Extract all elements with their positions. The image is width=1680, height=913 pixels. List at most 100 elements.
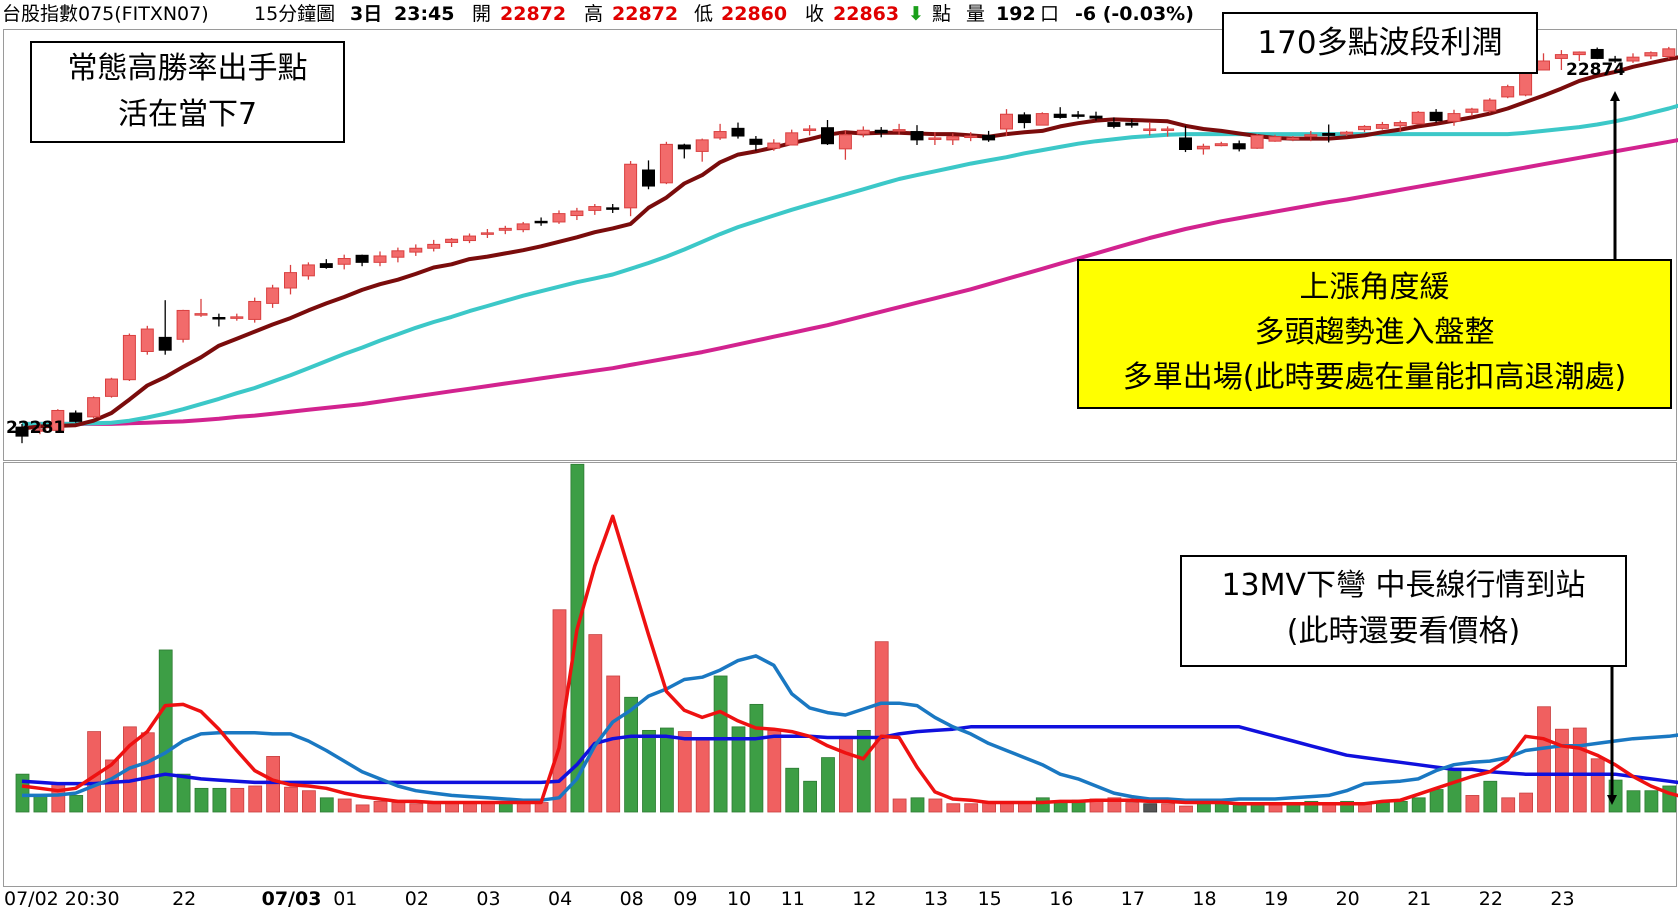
candle: [1358, 125, 1371, 133]
volume-bar: [1197, 803, 1211, 813]
time-label: 23:45: [394, 3, 455, 25]
candle: [284, 264, 297, 295]
x-tick-label: 12: [852, 888, 877, 910]
candle: [946, 133, 960, 146]
volume-bar: [230, 787, 245, 813]
symbol-label: 台股指數075(FITXN07): [2, 3, 209, 25]
candle: [534, 217, 548, 226]
candle: [1196, 143, 1210, 155]
candle: [230, 313, 244, 321]
ma-mid-line: [22, 103, 1678, 426]
candle: [570, 207, 584, 221]
volume-bar: [1447, 770, 1462, 813]
volume-bar: [391, 802, 406, 813]
x-tick-label: 02: [404, 888, 429, 910]
x-tick-label: 07/03: [261, 888, 322, 910]
candle: [498, 225, 512, 235]
candle: [695, 138, 709, 162]
volume-bar: [1537, 706, 1551, 813]
volume-bar: [731, 726, 746, 813]
volume-bar: [409, 803, 424, 813]
candle: [1483, 98, 1497, 113]
candle: [1053, 107, 1067, 119]
candle: [1107, 117, 1121, 129]
candle: [427, 239, 441, 252]
x-tick-label: 21: [1407, 888, 1432, 910]
candle: [1662, 46, 1676, 60]
volume-bar: [874, 641, 889, 813]
candle: [33, 422, 47, 435]
volume-bar: [140, 732, 155, 813]
candle: [606, 204, 620, 213]
low-value: 22860: [721, 3, 788, 25]
annotation-line: 多單出場(此時要處在量能扣高退潮處): [1122, 360, 1627, 395]
volume-bar: [1340, 800, 1354, 813]
candle: [301, 262, 315, 280]
vma-short-line: [21, 514, 1678, 806]
low-label: 低: [694, 3, 714, 25]
volume-bar: [15, 773, 30, 813]
candle: [1411, 111, 1425, 125]
high-price-label: 22874: [1566, 60, 1626, 80]
volume-chart: [15, 463, 1678, 813]
volume-bar: [713, 675, 728, 813]
volume-bar: [1161, 803, 1175, 813]
candle: [140, 325, 154, 355]
change-value: -6 (-0.03%): [1075, 3, 1194, 25]
volume-bar: [1608, 779, 1623, 813]
candle: [355, 254, 369, 267]
points-label: 點: [932, 3, 952, 25]
volume-bar: [337, 798, 352, 813]
x-tick-label: 09: [673, 888, 698, 910]
volume-bar: [1501, 797, 1516, 813]
volume-bar: [946, 803, 961, 813]
x-tick-label: 20: [1335, 888, 1360, 910]
volume-bar: [677, 731, 692, 813]
volume-bar: [1179, 805, 1193, 813]
vma-mid-line: [22, 654, 1678, 802]
volume-bar: [1465, 795, 1480, 813]
candle: [1590, 47, 1604, 60]
volume-bar: [248, 785, 263, 813]
candle: [642, 160, 655, 190]
candle: [1340, 130, 1354, 137]
volume-bar: [1232, 804, 1247, 813]
candle: [749, 136, 763, 151]
candle: [1214, 141, 1228, 147]
volume-bar: [1626, 790, 1641, 813]
x-tick-label: 22: [1478, 888, 1503, 910]
period-label[interactable]: 15分鐘圖: [254, 3, 336, 25]
candle: [910, 125, 924, 146]
volume-bar: [301, 790, 316, 813]
volume-bar: [910, 797, 925, 813]
candle: [445, 237, 459, 247]
x-tick-label: 17: [1120, 888, 1145, 910]
volume-bar: [1555, 728, 1569, 813]
annotation-line: 13MV下彎 中長線行情到站: [1221, 568, 1586, 603]
candle: [1250, 134, 1264, 149]
annotation-line: 常態高勝率出手點: [67, 51, 308, 86]
candle: [677, 143, 691, 159]
annotation-line: 多頭趨勢進入盤整: [1254, 315, 1495, 350]
x-tick-label: 01: [333, 888, 358, 910]
volume-bar: [1053, 802, 1068, 813]
annotation-yellow: 上漲角度緩 多頭趨勢進入盤整 多單出場(此時要處在量能扣高退潮處): [1077, 259, 1672, 409]
x-tick-label: 08: [619, 888, 644, 910]
low-price-label: 22281: [6, 418, 66, 438]
candle: [1268, 134, 1282, 142]
candle: [982, 130, 996, 142]
volume-bar: [1483, 780, 1498, 813]
annotation-volume: 13MV下彎 中長線行情到站 (此時還要看價格): [1180, 555, 1627, 667]
volume-panel[interactable]: [3, 462, 1678, 887]
candle: [1447, 109, 1461, 126]
volume-bar: [33, 795, 48, 813]
candle: [624, 161, 638, 217]
candle: [1161, 126, 1175, 137]
candle: [1304, 130, 1318, 142]
price-chart: [15, 46, 1678, 444]
volume-bar: [695, 738, 710, 813]
candle: [588, 204, 602, 215]
candle: [1608, 55, 1622, 63]
candle: [1626, 53, 1640, 63]
candle: [176, 309, 190, 343]
